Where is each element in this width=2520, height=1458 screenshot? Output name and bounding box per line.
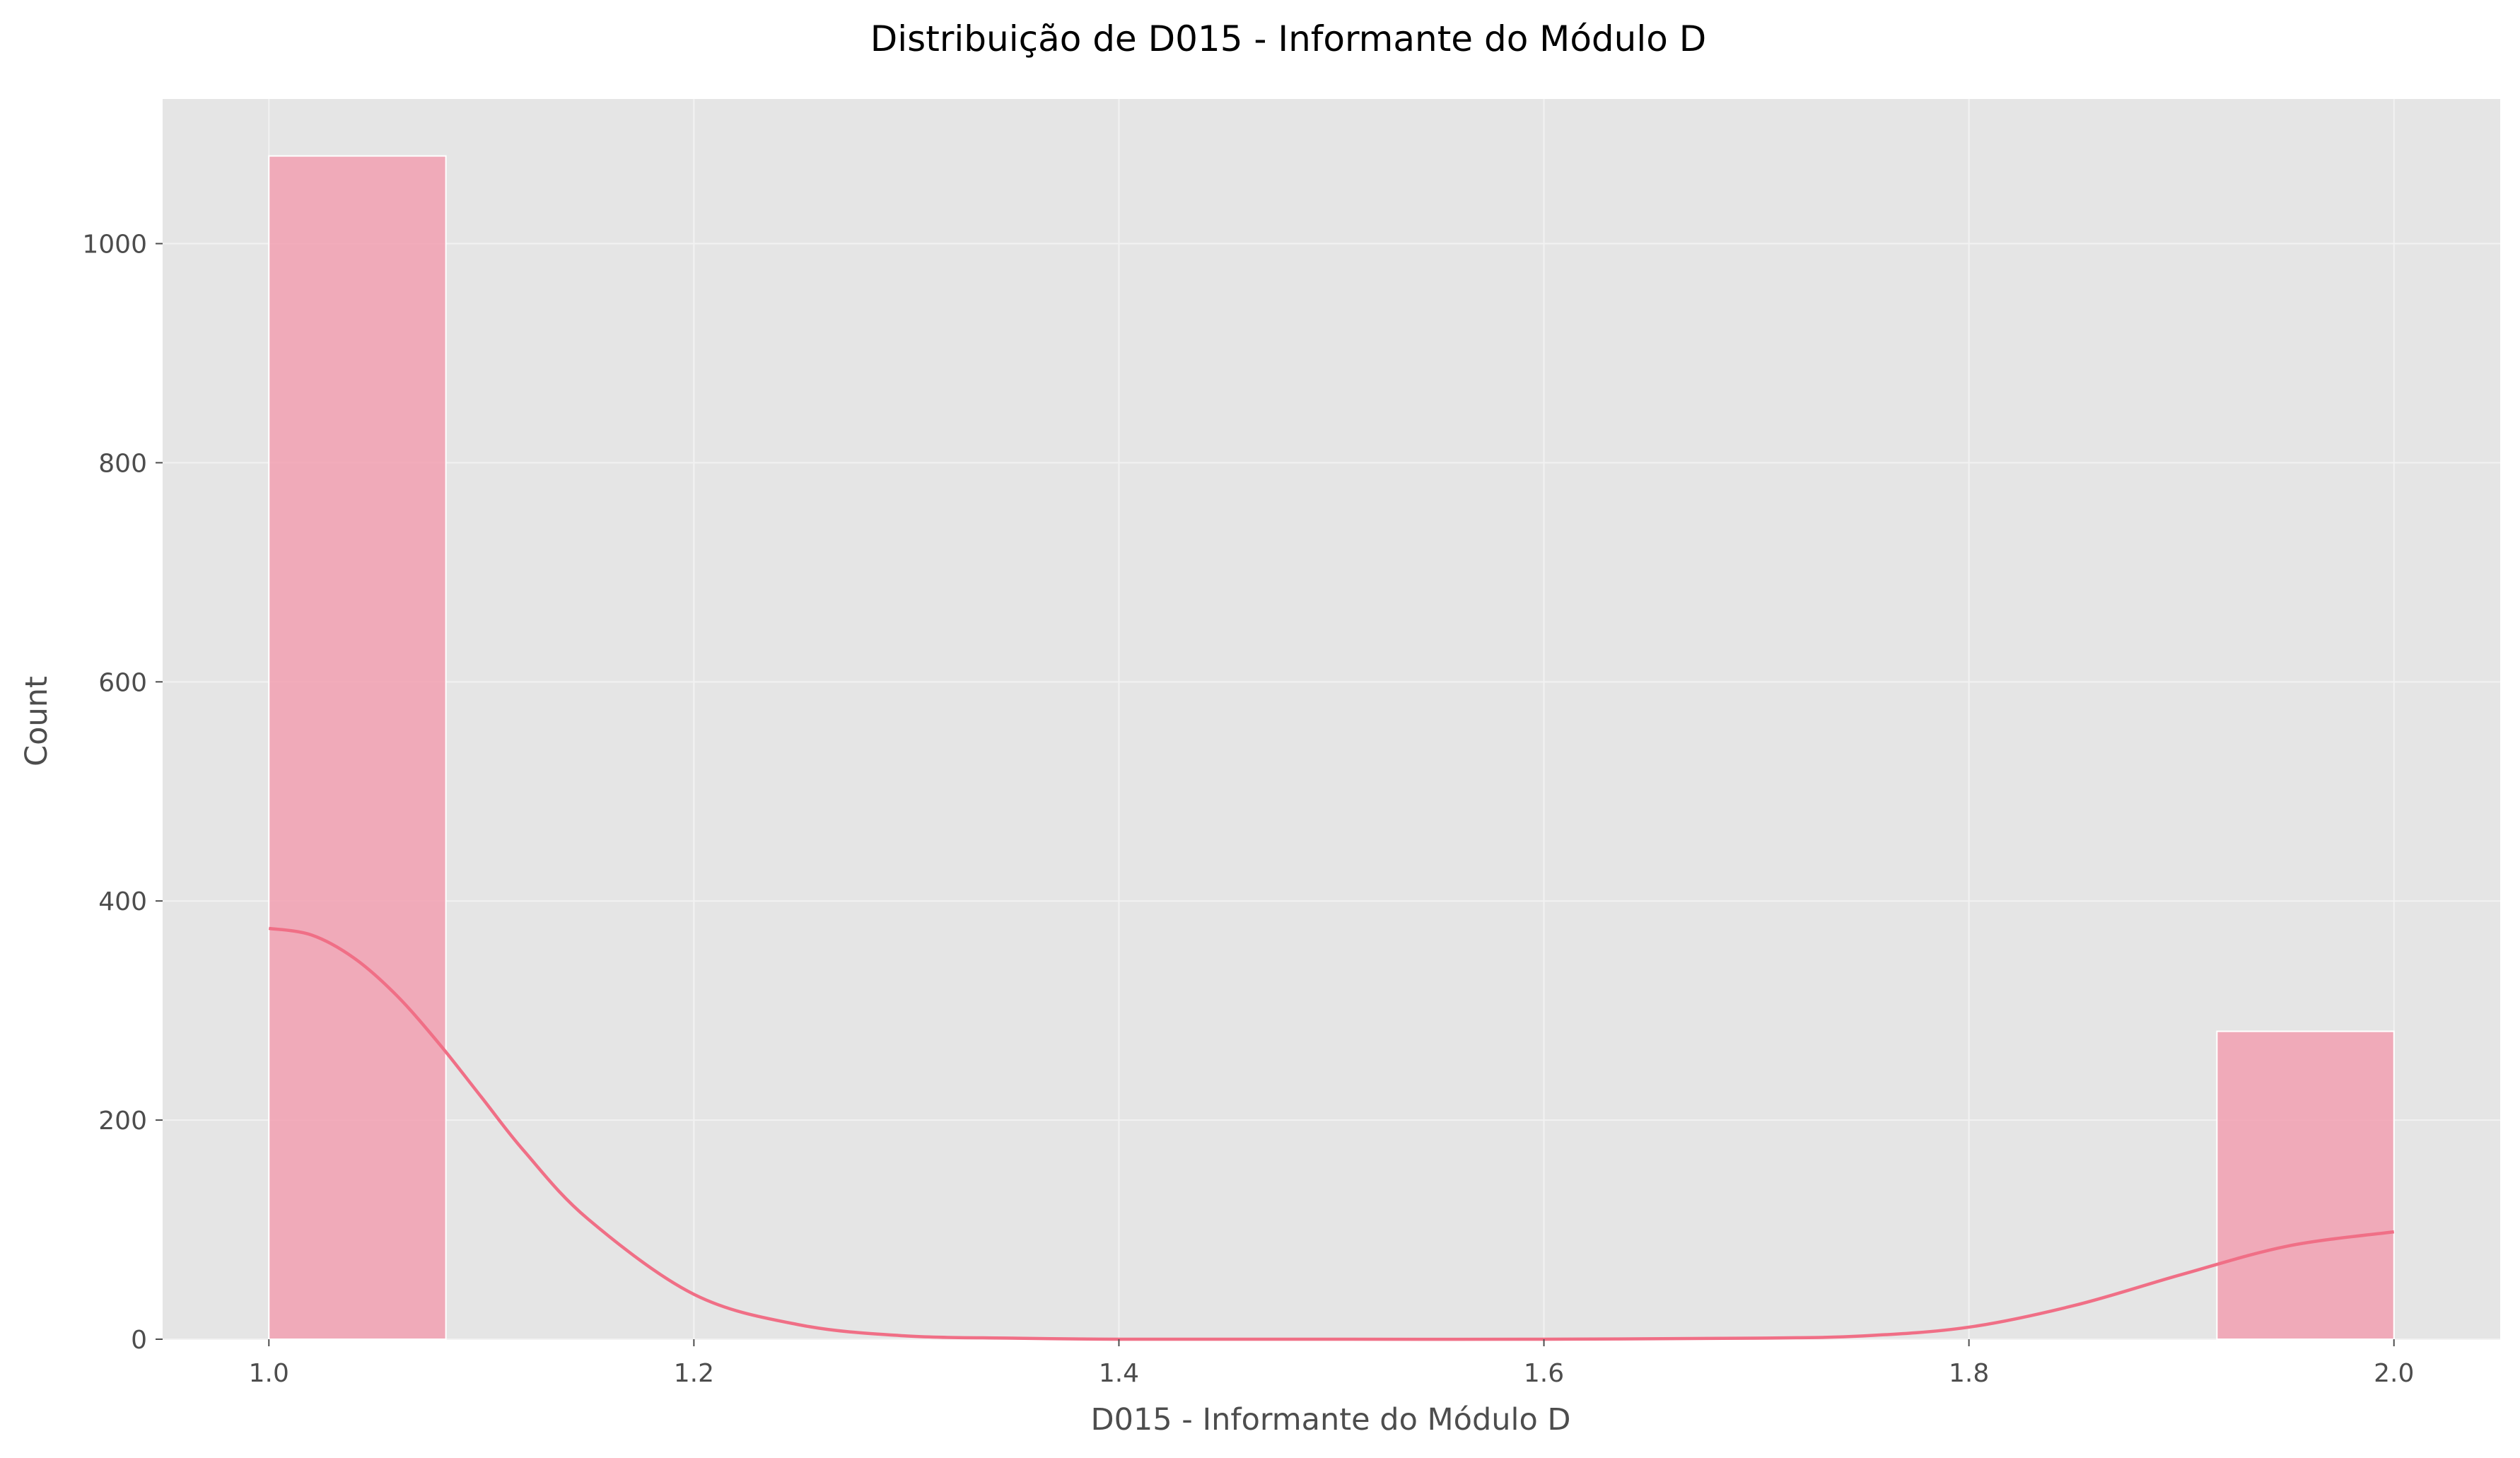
kde-line bbox=[268, 926, 2395, 1341]
y-axis-label: Count bbox=[19, 676, 54, 766]
x-tick-label: 1.4 bbox=[1099, 1359, 1139, 1388]
histogram-bar bbox=[2216, 1030, 2395, 1341]
histogram-bars bbox=[268, 155, 2395, 1341]
x-tick-label: 1.6 bbox=[1524, 1359, 1564, 1388]
y-tick-label: 200 bbox=[98, 1107, 147, 1136]
x-tick-label: 1.2 bbox=[674, 1359, 714, 1388]
histogram-bar bbox=[268, 155, 447, 1341]
x-axis-ticks: 1.0 1.2 1.4 1.6 1.8 2.0 bbox=[249, 1339, 2414, 1388]
x-tick-label: 1.0 bbox=[249, 1359, 289, 1388]
grid-lines bbox=[163, 99, 2500, 1340]
y-tick-label: 800 bbox=[98, 449, 147, 478]
x-tick-label: 1.8 bbox=[1949, 1359, 1989, 1388]
y-tick-label: 1000 bbox=[82, 231, 147, 259]
y-axis-ticks: 0 200 400 600 800 1000 bbox=[82, 231, 163, 1355]
y-tick-label: 0 bbox=[131, 1326, 147, 1355]
y-tick-label: 400 bbox=[98, 887, 147, 916]
chart-title: Distribuição de D015 - Informante do Mód… bbox=[870, 18, 1706, 59]
y-tick-label: 600 bbox=[98, 668, 147, 697]
plot-area bbox=[163, 99, 2500, 1339]
x-axis-label: D015 - Informante do Módulo D bbox=[1090, 1402, 1570, 1437]
x-tick-label: 2.0 bbox=[2374, 1359, 2414, 1388]
